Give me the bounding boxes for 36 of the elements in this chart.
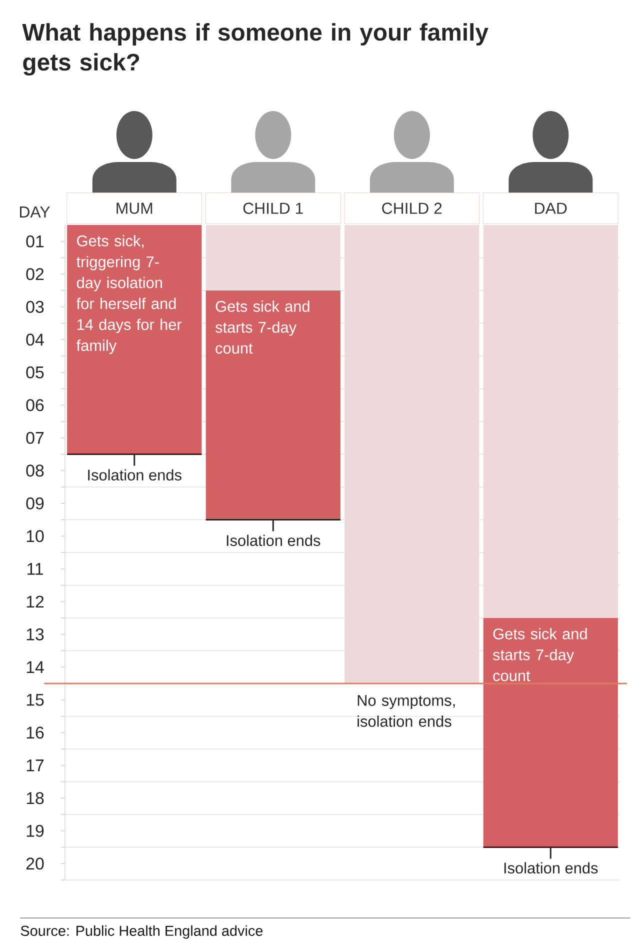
annotation: Gets sick, triggering 7-day isolation for herself and 14 days for her family [76,235,182,354]
chart-title: What happens if someone in your family gets sick? [22,23,488,76]
annotation: Gets sick and starts 7-day count [215,300,310,354]
y-tick-label: 17 [26,760,44,772]
y-tick-label: 03 [26,300,44,313]
annotation: No symptoms, isolation ends [358,695,455,727]
y-tick-label: 10 [26,530,44,542]
y-tick-label: 06 [26,399,44,412]
x-tick-label: CHILD 2 [382,202,442,214]
y-tick-label: 01 [26,235,44,248]
annotation: Isolation ends [504,862,598,874]
y-tick-label: 20 [26,858,44,870]
bar [206,290,340,520]
y-tick-label: 05 [26,366,44,378]
y-tick-label: 09 [26,497,44,510]
y-tick-label: 15 [26,694,44,706]
annotation: Gets sick and starts 7-day count [492,628,587,682]
y-tick-label: 19 [26,824,44,837]
y-tick-label: 02 [26,268,44,280]
y-tick-label: 16 [26,726,44,739]
annotation: Isolation ends [88,469,182,481]
y-tick-label: 13 [26,628,44,640]
y-tick-label: 11 [28,563,43,575]
y-tick-label: 04 [26,334,44,346]
y-tick-label: 08 [26,464,44,477]
y-tick-label: 14 [26,661,44,673]
annotation: Isolation ends [226,534,320,546]
x-tick-label: MUM [116,202,152,214]
bar [483,618,618,848]
y-tick-label: 18 [26,792,44,804]
source-note: Source: Public Health England advice [20,925,263,939]
y-tick-label: 07 [26,432,44,444]
x-tick-label: CHILD 1 [243,202,303,214]
y-tick-label: 12 [26,596,44,608]
y-axis-title: DAY [20,206,50,218]
x-tick-label: DAD [535,202,567,214]
